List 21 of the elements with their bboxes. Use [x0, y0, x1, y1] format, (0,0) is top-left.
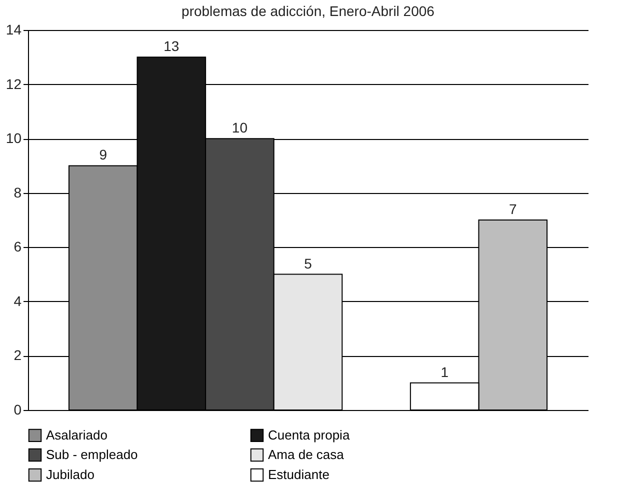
data-label: 7: [508, 201, 517, 217]
data-label: 1: [440, 364, 449, 380]
legend-label: Jubilado: [46, 467, 94, 482]
y-tick-label: 2: [14, 347, 22, 364]
y-tick-label: 10: [6, 130, 22, 146]
chart-title: problemas de adicción, Enero-Abril 2006: [182, 3, 435, 19]
legend-label: Estudiante: [268, 467, 330, 482]
y-tick-label: 12: [6, 76, 22, 92]
legend-label: Cuenta propia: [268, 427, 350, 442]
data-label: 10: [232, 120, 248, 136]
y-tick-label: 6: [14, 238, 22, 255]
legend-label: Asalariado: [46, 427, 108, 442]
data-label: 9: [99, 146, 108, 163]
y-tick-label: 0: [14, 402, 22, 418]
y-tick-label: 4: [14, 292, 22, 309]
data-label: 13: [164, 38, 180, 54]
y-tick-label: 8: [14, 184, 22, 200]
legend-label: Sub - empleado: [46, 447, 138, 462]
legend-label: Ama de casa: [268, 447, 345, 462]
data-label: 5: [304, 255, 312, 272]
y-tick-label: 14: [6, 22, 22, 38]
